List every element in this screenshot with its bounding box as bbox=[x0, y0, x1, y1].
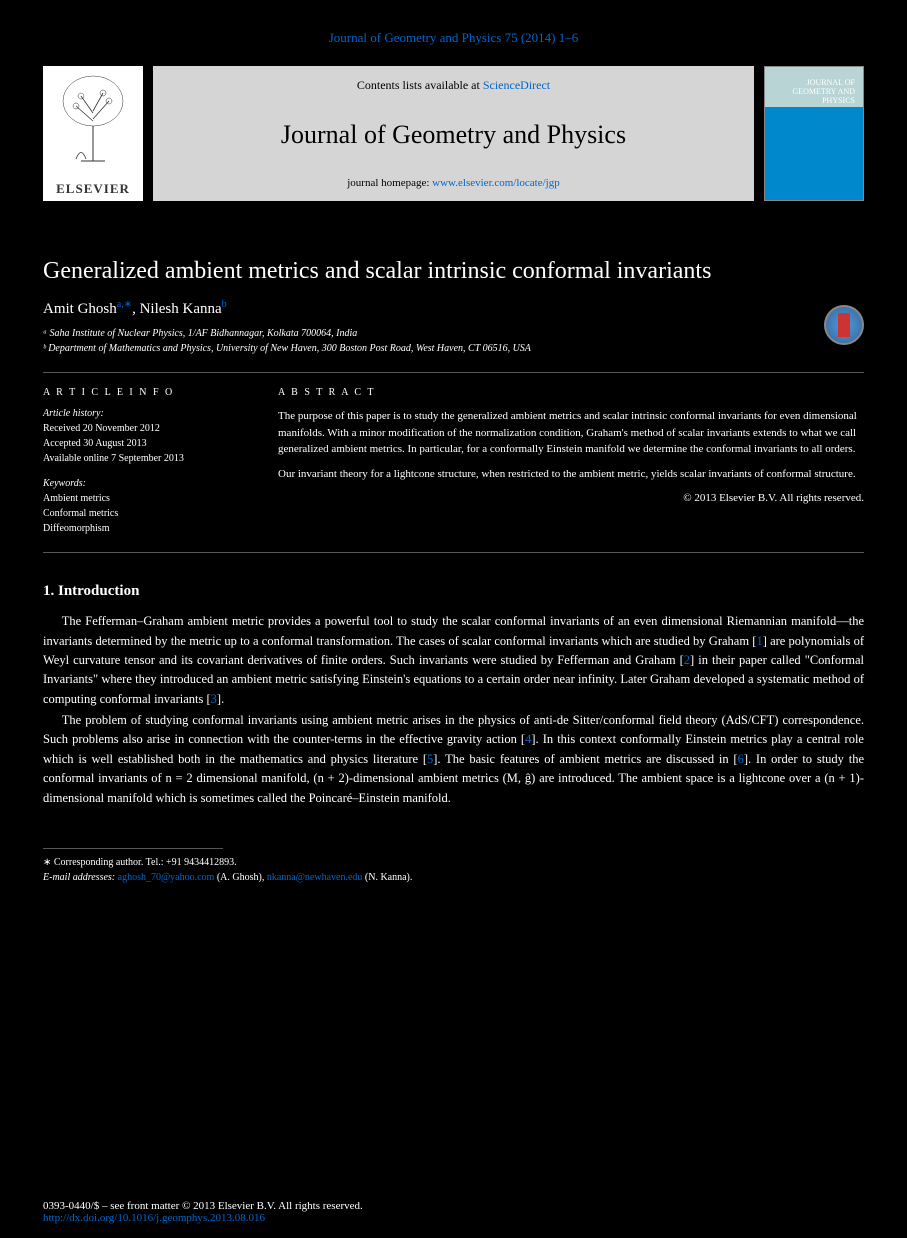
paper-title: Generalized ambient metrics and scalar i… bbox=[43, 256, 864, 287]
crossmark-badge[interactable] bbox=[824, 305, 864, 345]
keyword-2: Conformal metrics bbox=[43, 506, 248, 521]
elsevier-logo[interactable]: ELSEVIER bbox=[43, 66, 143, 201]
header-center-panel: Contents lists available at ScienceDirec… bbox=[153, 66, 754, 201]
sciencedirect-link[interactable]: ScienceDirect bbox=[483, 78, 550, 92]
keyword-1: Ambient metrics bbox=[43, 491, 248, 506]
keyword-3: Diffeomorphism bbox=[43, 521, 248, 536]
email-2[interactable]: nkanna@newhaven.edu bbox=[267, 872, 363, 883]
abstract: A B S T R A C T The purpose of this pape… bbox=[278, 385, 864, 536]
journal-cover-thumb[interactable]: JOURNAL OF GEOMETRY AND PHYSICS bbox=[764, 66, 864, 201]
received-date: Received 20 November 2012 bbox=[43, 421, 248, 436]
abstract-p2: Our invariant theory for a lightcone str… bbox=[278, 466, 864, 483]
divider-bottom bbox=[43, 552, 864, 553]
history-label: Article history: bbox=[43, 406, 248, 421]
email-line: E-mail addresses: aghosh_70@yahoo.com (A… bbox=[43, 870, 864, 885]
article-info: A R T I C L E I N F O Article history: R… bbox=[43, 385, 248, 536]
homepage-prefix: journal homepage: bbox=[347, 177, 432, 189]
corresponding-author: ∗ Corresponding author. Tel.: +91 943441… bbox=[43, 855, 864, 870]
elsevier-tree-icon bbox=[51, 71, 136, 171]
accepted-date: Accepted 30 August 2013 bbox=[43, 436, 248, 451]
email-label: E-mail addresses: bbox=[43, 872, 118, 883]
info-section: A R T I C L E I N F O Article history: R… bbox=[43, 385, 864, 536]
footer-divider bbox=[43, 848, 223, 849]
elsevier-brand-text: ELSEVIER bbox=[56, 181, 130, 197]
contents-line: Contents lists available at ScienceDirec… bbox=[357, 78, 550, 93]
copyright: © 2013 Elsevier B.V. All rights reserved… bbox=[278, 490, 864, 507]
affiliation-a: ᵃ Saha Institute of Nuclear Physics, 1/A… bbox=[43, 326, 864, 341]
crossmark-icon bbox=[838, 313, 850, 337]
cover-title-text: JOURNAL OF GEOMETRY AND PHYSICS bbox=[792, 79, 855, 105]
author-1-marks[interactable]: a,∗ bbox=[117, 299, 132, 310]
affiliation-b: ᵇ Department of Mathematics and Physics,… bbox=[43, 341, 864, 356]
section-1-heading: 1. Introduction bbox=[43, 583, 864, 600]
section-1-body: The Fefferman–Graham ambient metric prov… bbox=[43, 612, 864, 808]
affiliations: ᵃ Saha Institute of Nuclear Physics, 1/A… bbox=[43, 326, 864, 356]
intro-p2: The problem of studying conformal invari… bbox=[43, 711, 864, 808]
divider-top bbox=[43, 372, 864, 373]
doi-link[interactable]: http://dx.doi.org/10.1016/j.geomphys.201… bbox=[43, 1212, 265, 1224]
top-citation: Journal of Geometry and Physics 75 (2014… bbox=[0, 0, 907, 66]
header-box: ELSEVIER Contents lists available at Sci… bbox=[43, 66, 864, 201]
homepage-line: journal homepage: www.elsevier.com/locat… bbox=[347, 177, 560, 189]
keywords-label: Keywords: bbox=[43, 476, 248, 491]
homepage-link[interactable]: www.elsevier.com/locate/jgp bbox=[432, 177, 560, 189]
citation-link[interactable]: Journal of Geometry and Physics 75 (2014… bbox=[329, 30, 579, 45]
email-1[interactable]: aghosh_70@yahoo.com bbox=[118, 872, 215, 883]
abstract-p1: The purpose of this paper is to study th… bbox=[278, 408, 864, 458]
contents-prefix: Contents lists available at bbox=[357, 78, 483, 92]
author-2: Nilesh Kanna bbox=[140, 301, 222, 317]
online-date: Available online 7 September 2013 bbox=[43, 451, 248, 466]
intro-p1: The Fefferman–Graham ambient metric prov… bbox=[43, 612, 864, 709]
journal-title: Journal of Geometry and Physics bbox=[281, 120, 626, 150]
article-info-heading: A R T I C L E I N F O bbox=[43, 385, 248, 400]
author-1: Amit Ghosh bbox=[43, 301, 117, 317]
footnotes: ∗ Corresponding author. Tel.: +91 943441… bbox=[43, 855, 864, 885]
author-2-marks[interactable]: b bbox=[222, 299, 227, 310]
issn-line: 0393-0440/$ – see front matter © 2013 El… bbox=[43, 1200, 363, 1212]
doi-line: 0393-0440/$ – see front matter © 2013 El… bbox=[43, 1200, 363, 1224]
authors: Amit Ghosha,∗, Nilesh Kannab bbox=[43, 299, 864, 318]
abstract-heading: A B S T R A C T bbox=[278, 385, 864, 400]
